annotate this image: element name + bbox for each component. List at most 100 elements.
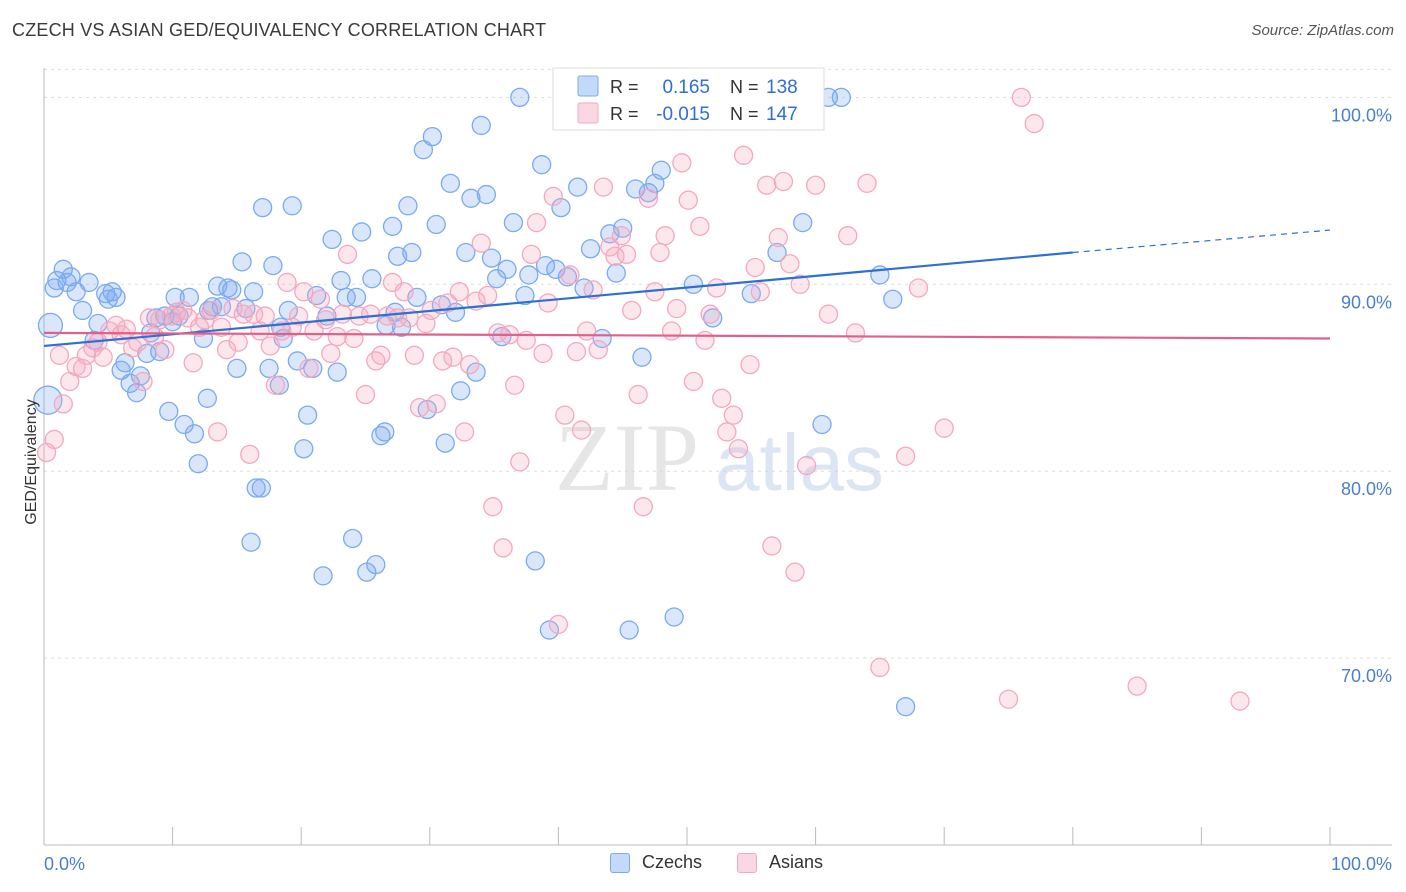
czech-point xyxy=(440,173,461,194)
czech-point xyxy=(351,222,372,242)
asian-point xyxy=(785,562,805,582)
asian-point xyxy=(655,226,675,246)
asian-point xyxy=(449,282,470,302)
czech-point xyxy=(497,259,517,279)
asian-point xyxy=(53,394,73,414)
asian-point xyxy=(733,145,754,165)
czech-point xyxy=(466,362,486,382)
asian-point xyxy=(638,188,659,208)
asian-point xyxy=(661,321,682,341)
czech-point xyxy=(831,87,851,108)
asian-point xyxy=(201,300,221,321)
czech-point xyxy=(241,532,261,552)
asian-point xyxy=(211,317,232,337)
asian-point xyxy=(600,237,620,257)
asian-point xyxy=(337,244,358,265)
asian-point xyxy=(805,175,826,195)
asian-point xyxy=(740,355,760,375)
asian-point xyxy=(505,375,525,395)
czech-point xyxy=(313,566,333,586)
asian-point xyxy=(228,332,248,352)
czech-point xyxy=(243,282,264,302)
asian-point xyxy=(706,278,727,298)
asian-point xyxy=(355,384,376,405)
asian-point xyxy=(454,422,475,442)
asian-point xyxy=(526,212,547,233)
czech-point xyxy=(222,280,242,300)
asian-point xyxy=(44,429,64,450)
asian-point xyxy=(183,353,203,373)
czech-point xyxy=(651,160,671,180)
czech-point xyxy=(525,551,545,571)
correlation-legend: R = 0.165 N = 138 R = -0.015 N = 147 xyxy=(552,67,825,131)
asian-point xyxy=(571,420,592,440)
x-tick-label-max: 100.0% xyxy=(1331,854,1392,874)
czech-trend-line-extension xyxy=(1072,229,1331,254)
asian-point xyxy=(1127,676,1147,696)
asian-point xyxy=(366,351,386,371)
asian-point xyxy=(683,371,704,392)
asian-point xyxy=(265,375,286,395)
czech-point xyxy=(435,433,455,453)
asian-point xyxy=(133,371,153,392)
legend-item-czechs[interactable]: Czechs xyxy=(610,852,702,873)
grid-lines xyxy=(44,68,1392,659)
czech-point xyxy=(294,439,314,459)
czech-point xyxy=(619,620,639,640)
asian-point xyxy=(426,394,446,414)
asian-point xyxy=(717,422,737,442)
watermark-atlas: atlas xyxy=(715,418,884,507)
legend-label-asians: Asians xyxy=(769,852,824,872)
czech-point xyxy=(159,401,179,422)
czech-point xyxy=(322,229,342,250)
czech-point xyxy=(812,414,832,435)
asian-point xyxy=(404,345,425,365)
czech-point xyxy=(362,269,382,289)
czech-point xyxy=(287,351,307,371)
y-tick-labels: 70.0% 80.0% 90.0% 100.0% xyxy=(1331,105,1392,686)
czech-point xyxy=(72,300,93,321)
y-axis-label: GED/Equivalency xyxy=(23,399,40,524)
asian-point xyxy=(344,328,364,349)
czech-point xyxy=(664,607,684,627)
asian-point xyxy=(272,321,292,341)
czech-point xyxy=(37,312,64,339)
czech-point xyxy=(461,188,481,208)
asian-point xyxy=(76,345,97,365)
asian-point xyxy=(1024,113,1044,134)
asian-point xyxy=(260,336,280,356)
asian-point xyxy=(780,254,800,274)
legend-czech-swatch xyxy=(577,75,599,97)
czech-point xyxy=(580,239,601,259)
asian-point xyxy=(650,242,670,263)
y-tick-label: 70.0% xyxy=(1341,666,1392,686)
legend-item-asians[interactable]: Asians xyxy=(737,852,823,873)
asian-point xyxy=(394,282,414,302)
asian-point xyxy=(533,343,553,364)
asian-point xyxy=(240,444,260,465)
czech-point xyxy=(568,177,588,197)
asian-point xyxy=(438,293,458,313)
asian-points xyxy=(36,87,1250,711)
czech-point xyxy=(327,362,347,382)
czech-point xyxy=(476,184,497,205)
asian-point xyxy=(616,244,637,265)
asian-point xyxy=(593,177,614,197)
asian-point xyxy=(622,300,642,321)
asian-point xyxy=(700,304,720,324)
asian-point xyxy=(460,355,480,375)
asians-swatch xyxy=(737,852,757,873)
czech-trend-line xyxy=(43,251,1073,348)
asian-point xyxy=(762,536,782,556)
asian-point xyxy=(216,340,237,360)
legend-asian-n-value: 147 xyxy=(766,104,798,125)
czech-point xyxy=(519,265,539,285)
asian-point xyxy=(728,439,749,459)
czech-point xyxy=(422,126,443,147)
asian-point xyxy=(768,227,788,248)
czech-point xyxy=(387,246,408,266)
axes xyxy=(43,68,1392,846)
asian-point xyxy=(433,351,453,371)
asian-point xyxy=(588,340,608,360)
